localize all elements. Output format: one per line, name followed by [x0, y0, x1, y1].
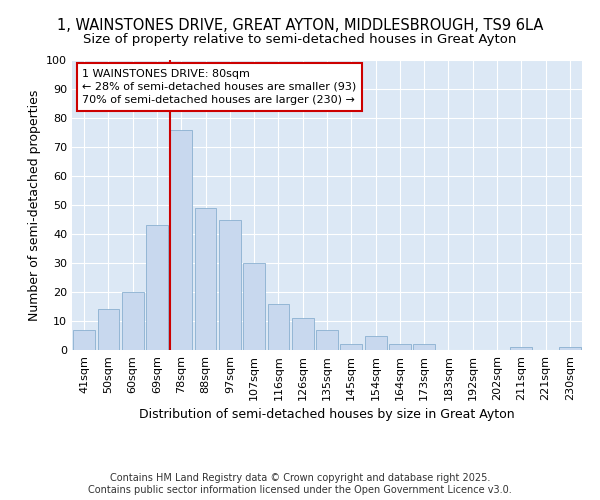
X-axis label: Distribution of semi-detached houses by size in Great Ayton: Distribution of semi-detached houses by … [139, 408, 515, 421]
Bar [365, 336, 386, 350]
Bar [292, 318, 314, 350]
Bar [559, 347, 581, 350]
Bar [340, 344, 362, 350]
Text: Size of property relative to semi-detached houses in Great Ayton: Size of property relative to semi-detach… [83, 32, 517, 46]
Bar [268, 304, 289, 350]
Bar [243, 263, 265, 350]
Y-axis label: Number of semi-detached properties: Number of semi-detached properties [28, 90, 41, 320]
Bar [146, 226, 168, 350]
Bar [389, 344, 411, 350]
Bar [316, 330, 338, 350]
Bar [73, 330, 95, 350]
Bar [413, 344, 435, 350]
Bar [219, 220, 241, 350]
Text: 1 WAINSTONES DRIVE: 80sqm
← 28% of semi-detached houses are smaller (93)
70% of : 1 WAINSTONES DRIVE: 80sqm ← 28% of semi-… [82, 68, 356, 105]
Text: Contains HM Land Registry data © Crown copyright and database right 2025.
Contai: Contains HM Land Registry data © Crown c… [88, 474, 512, 495]
Bar [194, 208, 217, 350]
Bar [170, 130, 192, 350]
Bar [97, 310, 119, 350]
Text: 1, WAINSTONES DRIVE, GREAT AYTON, MIDDLESBROUGH, TS9 6LA: 1, WAINSTONES DRIVE, GREAT AYTON, MIDDLE… [57, 18, 543, 32]
Bar [122, 292, 143, 350]
Bar [511, 347, 532, 350]
